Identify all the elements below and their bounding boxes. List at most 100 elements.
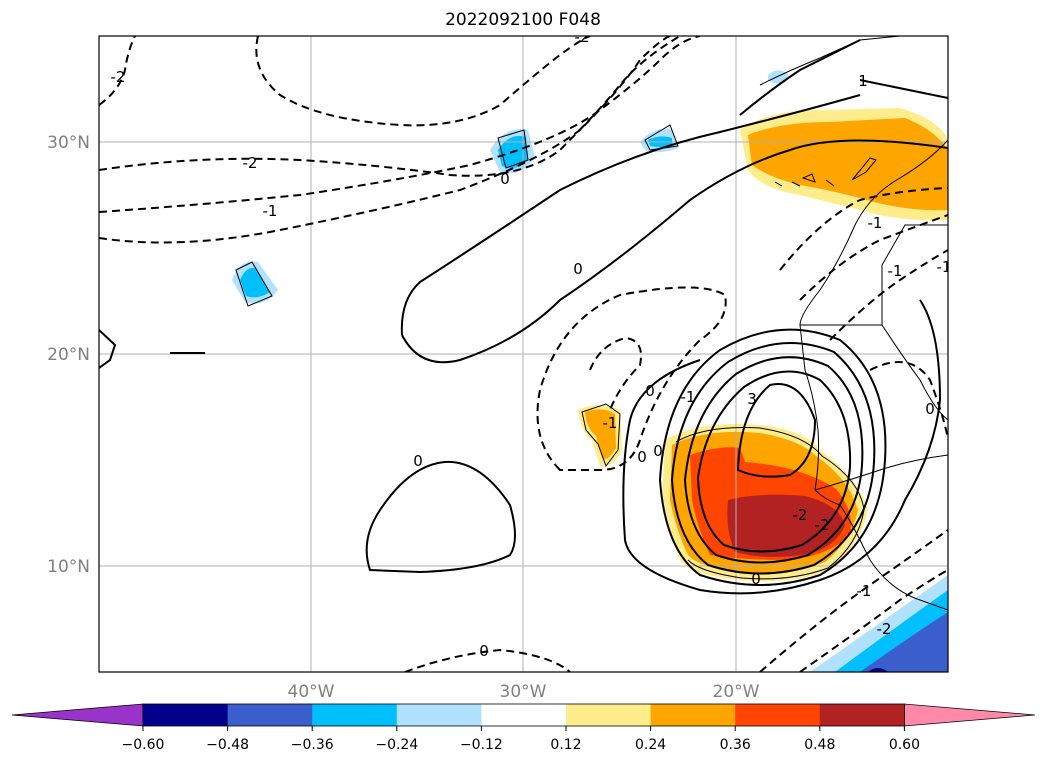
colorbar-tick-label: −0.12: [460, 737, 503, 753]
contour-label-solid-2: 0: [413, 452, 423, 470]
colorbar-segment: [735, 704, 821, 726]
lat-label-10n: 10°N: [47, 557, 90, 577]
colorbar: −0.60 −0.48 −0.36 −0.24 −0.12 0.12 0.24 0.36 0.4…: [11, 703, 1036, 753]
colorbar-extend-low: [11, 703, 144, 727]
shade-blue-top: [768, 70, 788, 84]
dashed-contour-east-3: [829, 249, 948, 341]
colorbar-segment: [650, 704, 736, 726]
solid-contour-ring-1: [658, 328, 887, 586]
contour-labels: 0 0 0 0 0 0 3 1 -2 -2 -1 -1 -2 -1 -1 -1 …: [111, 28, 952, 660]
contour-label-solid-6: 0: [645, 382, 655, 400]
contour-label-solid-3: 0: [500, 170, 510, 188]
contour-label-dashed-15: -2: [815, 516, 830, 534]
shade-orange-small-core: [585, 409, 616, 459]
dashed-contour-east-4: [869, 361, 948, 441]
dashed-contour-se-1: [759, 529, 948, 672]
solid-contour-0-west: [99, 329, 117, 369]
contour-label-dashed-4: -1: [603, 414, 618, 432]
longitude-labels: 40°W 30°W 20°W: [288, 682, 760, 702]
contour-label-dashed-14: 0: [653, 442, 663, 460]
shade-darkred-main: [727, 494, 845, 557]
coast-patch-30w: [497, 129, 529, 169]
dashed-contour-trough-inner: [589, 336, 642, 411]
solid-contour-ring-4: [696, 370, 852, 553]
contour-label-solid-7: 3: [747, 390, 757, 408]
solid-contour-0-top: [739, 39, 948, 116]
shaded-anomalies: [232, 70, 948, 672]
colorbar-outline: [142, 703, 905, 727]
contour-label-dashed-6: -1: [681, 388, 696, 406]
lon-label-30w: 30°W: [500, 682, 547, 702]
figure-title: 2022092100 F048: [445, 10, 601, 30]
africa-coast: [759, 36, 948, 611]
shade-blue-se-navy: [868, 668, 888, 672]
latitude-labels: 30°N 20°N 10°N: [47, 133, 90, 577]
coast-patch-26w: [581, 403, 621, 468]
contour-label-dashed-13: 0: [637, 448, 647, 466]
colorbar-tick-label: −0.60: [122, 737, 165, 753]
dashed-contour-top: [255, 36, 591, 127]
shade-orange-north: [748, 118, 948, 211]
solid-contours: [99, 39, 948, 595]
dashed-contour-east-2: [799, 214, 948, 301]
map-frame: [98, 35, 949, 673]
solid-contour-ring-3: [683, 356, 864, 564]
contour-label-dashed-5: -2: [793, 506, 808, 524]
colorbar-tick-label: 0.24: [635, 737, 666, 753]
colorbar-segment: [312, 704, 398, 726]
lat-label-30n: 30°N: [47, 133, 90, 153]
dashed-contour-south: [404, 648, 571, 672]
shade-blue-se-royal: [860, 612, 948, 672]
dashed-contour-nw: [99, 36, 136, 106]
solid-contour-0-outer: [622, 299, 942, 595]
dashed-contours: [99, 36, 948, 672]
colorbar-tick-label: 0.36: [720, 737, 751, 753]
contour-label-dashed-16: -2: [575, 28, 590, 46]
colorbar-tick-label: 0.48: [804, 737, 835, 753]
contour-label-dashed-3: -1: [263, 202, 278, 220]
dashed-contour-trough-outer: [536, 286, 727, 471]
graticule: [99, 36, 948, 672]
contour-label-solid-5: 0: [925, 400, 935, 418]
dashed-contour-2-north: [99, 36, 681, 177]
dashed-contour-1-north: [99, 36, 701, 213]
solid-contour-0-box: [365, 460, 516, 574]
shade-cyan-44w: [240, 267, 270, 298]
colorbar-tick-label: −0.48: [206, 737, 249, 753]
contour-label-solid-8: 1: [858, 72, 868, 90]
solid-contour-ring-5: [736, 383, 817, 478]
canary-islands: [774, 157, 877, 187]
coastlines: [235, 36, 948, 611]
contour-label-dashed-9: -1: [857, 582, 872, 600]
dashed-contour-se-2: [799, 569, 948, 672]
colorbar-segment: [227, 704, 313, 726]
colorbar-segment: [143, 704, 229, 726]
colorbar-segment: [396, 704, 482, 726]
solid-contour-ring-2: [670, 342, 876, 575]
lon-label-40w: 40°W: [288, 682, 335, 702]
contour-label-dashed-11: -1: [937, 258, 952, 276]
colorbar-tick-label: 0.12: [550, 737, 581, 753]
contour-label-dashed-2: -2: [111, 68, 126, 86]
contour-label-dashed-12: 0: [479, 642, 489, 660]
contour-label-dashed-10: -2: [877, 620, 892, 638]
colorbar-segment: [819, 704, 905, 726]
colorbar-extend-high: [904, 703, 1036, 727]
contour-label-dashed-1: -2: [243, 154, 258, 172]
map-area: 0 0 0 0 0 0 3 1 -2 -2 -1 -1 -2 -1 -1 -1 …: [99, 28, 952, 672]
lat-label-20n: 20°N: [47, 345, 90, 365]
coast-patch-44w: [235, 261, 273, 307]
contour-label-solid-4: 0: [751, 570, 761, 588]
dashed-contour-east-1: [779, 187, 948, 271]
solid-contour-0-ridge: [400, 94, 948, 364]
colorbar-segment: [566, 704, 652, 726]
lon-label-20w: 20°W: [713, 682, 760, 702]
colorbar-segment: [481, 704, 567, 726]
coast-patch-23w: [644, 124, 679, 151]
dashed-contour-1-north-b: [99, 36, 671, 244]
contour-label-solid-1: 0: [573, 260, 583, 278]
colorbar-tick-label: −0.24: [375, 737, 418, 753]
contour-label-dashed-7: -1: [868, 214, 883, 232]
contour-label-dashed-8: -1: [888, 262, 903, 280]
